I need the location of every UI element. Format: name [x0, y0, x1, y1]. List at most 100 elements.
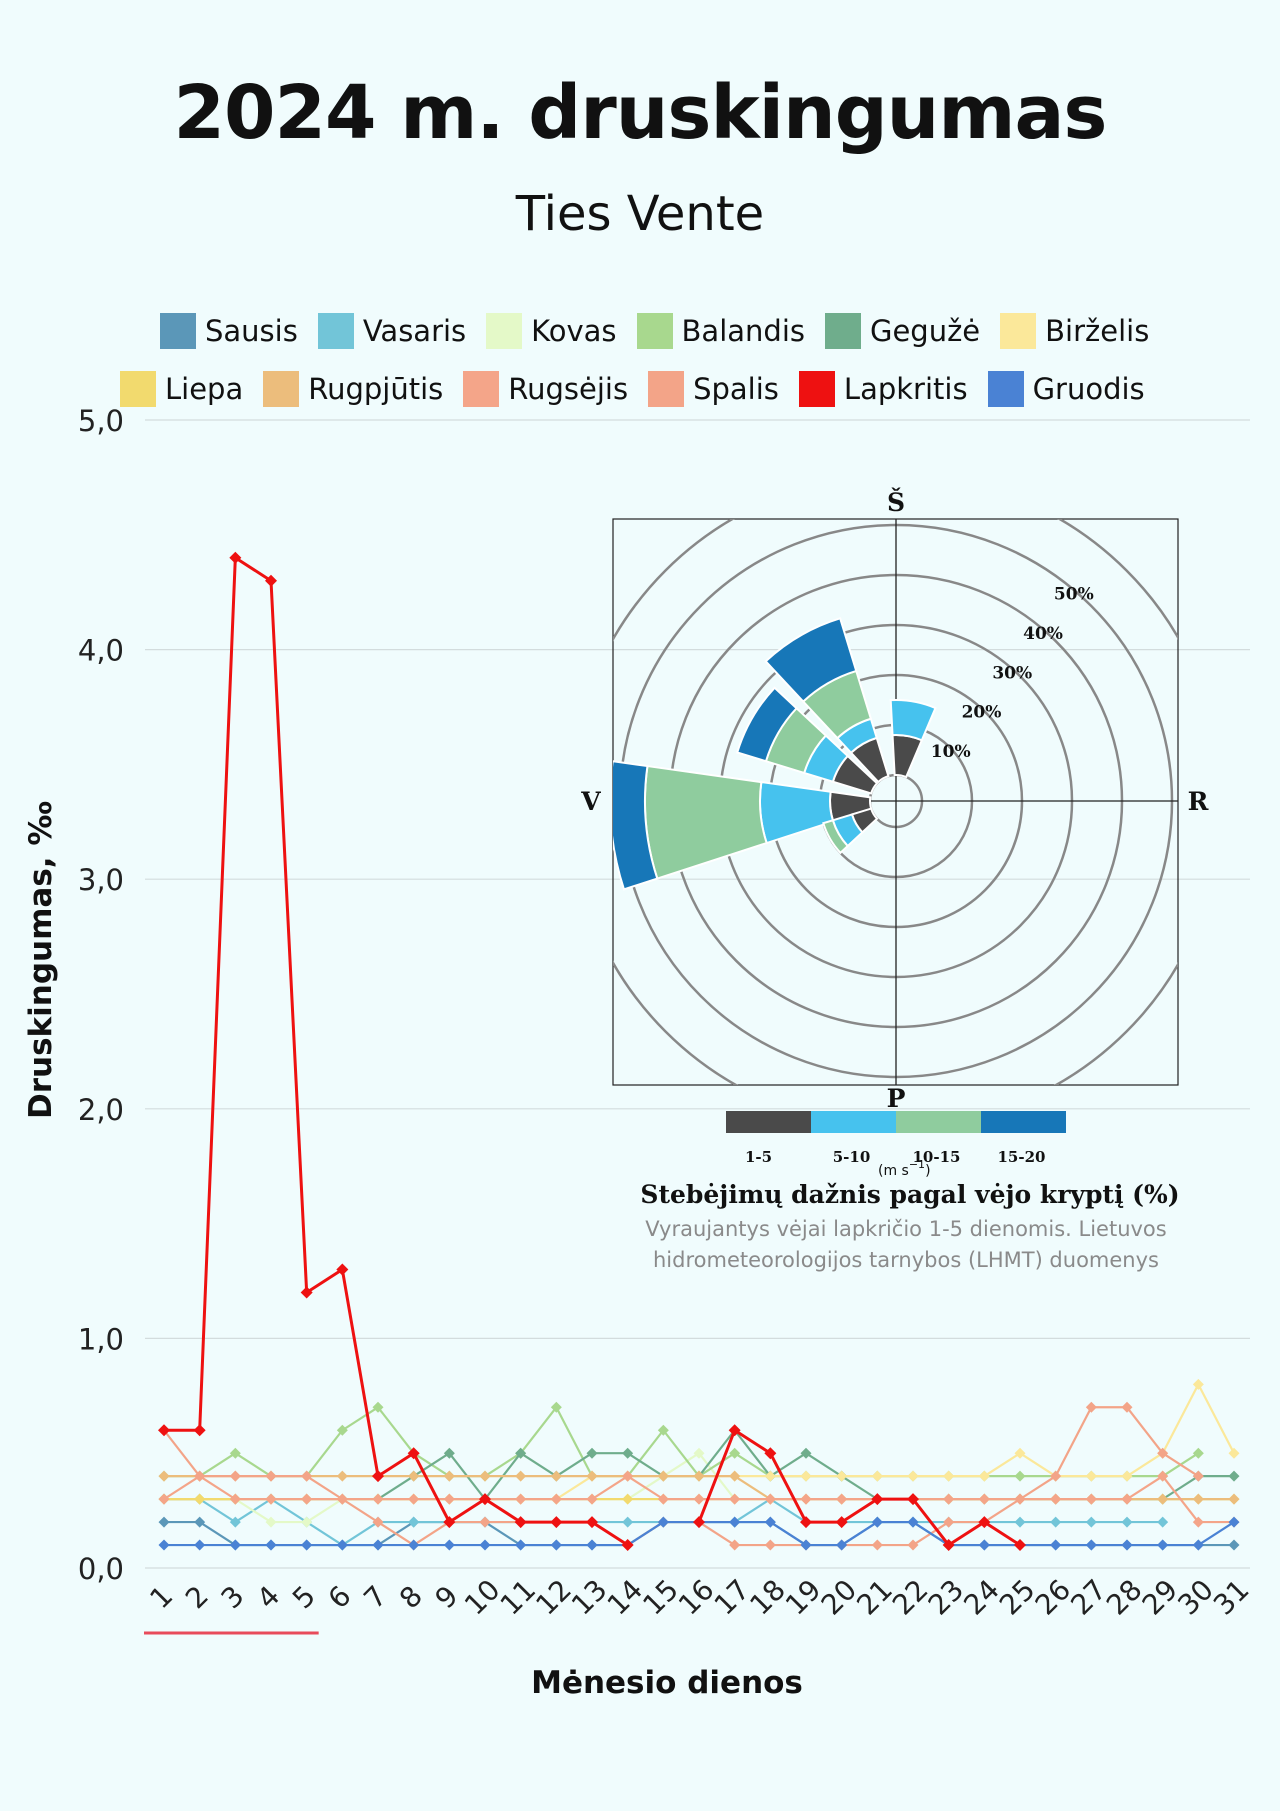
data-point — [729, 1516, 741, 1528]
legend-item: Balandis — [636, 313, 805, 349]
data-point — [729, 1539, 741, 1551]
data-point — [978, 1516, 991, 1529]
data-point — [443, 1447, 455, 1459]
legend-label: Kovas — [531, 314, 617, 348]
data-point — [194, 1470, 206, 1482]
data-point — [301, 1470, 313, 1482]
legend-swatch — [463, 371, 500, 407]
data-point — [871, 1516, 883, 1528]
data-point — [1228, 1447, 1240, 1459]
data-point — [265, 1516, 277, 1528]
data-point — [1228, 1539, 1240, 1551]
legend-item: Birželis — [1000, 313, 1149, 349]
data-point — [514, 1516, 527, 1529]
data-point — [336, 1470, 348, 1482]
data-point — [871, 1539, 883, 1551]
data-point — [372, 1470, 384, 1483]
data-point — [1121, 1470, 1133, 1482]
legend-label: Gruodis — [1032, 372, 1145, 406]
unit-main: (m s — [878, 1163, 909, 1179]
legend-label: Spalis — [693, 372, 779, 406]
rose-wedge — [764, 617, 858, 703]
legend-label: Rugpjūtis — [308, 372, 444, 406]
legend-item: Spalis — [648, 371, 779, 407]
data-point — [586, 1516, 598, 1529]
data-point — [550, 1470, 562, 1482]
data-point — [836, 1493, 848, 1505]
legend-item: Kovas — [486, 313, 617, 349]
data-point — [1050, 1470, 1062, 1482]
data-point — [194, 1516, 206, 1528]
data-point — [193, 1424, 206, 1437]
series-10 — [158, 551, 1026, 1552]
data-point — [158, 1470, 170, 1482]
legend-swatch — [648, 371, 685, 407]
data-point — [1085, 1516, 1097, 1528]
x-tick-label: 6 — [322, 1579, 358, 1615]
direction-north: Š — [887, 488, 905, 517]
legend-label: Balandis — [681, 314, 805, 348]
data-point — [1192, 1516, 1204, 1528]
ring-label: 30% — [992, 663, 1032, 683]
data-point — [800, 1447, 812, 1459]
data-point — [1192, 1378, 1204, 1390]
data-point — [515, 1493, 527, 1505]
legend-label: Vasaris — [362, 314, 467, 348]
rose-wedge — [613, 760, 659, 891]
data-point — [515, 1470, 527, 1482]
legend-label: Liepa — [165, 372, 244, 406]
data-point — [943, 1470, 955, 1482]
data-point — [978, 1539, 990, 1551]
wind-rose-plot — [613, 519, 1178, 1085]
data-point — [764, 1493, 776, 1505]
data-point — [407, 1447, 420, 1460]
legend-item: Sausis — [160, 313, 298, 349]
unit-label: (m s−1) — [878, 1158, 931, 1179]
data-point — [693, 1493, 705, 1505]
legend-swatch — [317, 313, 354, 349]
data-point — [229, 1516, 241, 1528]
wind-rose-title: Stebėjimų dažnis pagal vėjo kryptį (%) — [640, 1180, 1179, 1209]
data-point — [372, 1516, 384, 1528]
data-point — [800, 1493, 812, 1505]
data-point — [1121, 1516, 1133, 1528]
y-tick-label: 3,0 — [78, 863, 124, 897]
legend-swatch — [263, 371, 300, 407]
legend-label: Birželis — [1045, 314, 1150, 348]
y-tick-label: 1,0 — [78, 1322, 124, 1356]
x-tick-label: 7 — [357, 1579, 393, 1615]
data-point — [1121, 1493, 1133, 1505]
data-point — [871, 1493, 884, 1506]
data-point — [443, 1539, 455, 1551]
page-subtitle: Ties Vente — [515, 186, 765, 242]
series-line — [164, 556, 629, 1547]
rose-wedge — [736, 686, 798, 763]
data-point — [622, 1470, 634, 1482]
data-point — [550, 1539, 562, 1551]
data-point — [372, 1401, 384, 1413]
data-point — [229, 1493, 241, 1505]
ring-label: 20% — [962, 703, 1002, 723]
legend-item: Lapkritis — [798, 371, 968, 407]
data-point — [657, 1424, 669, 1436]
data-point — [693, 1447, 705, 1459]
data-point — [301, 1539, 313, 1551]
legend-row: Sausis Vasaris Kovas Balandis Gegužė Birželis — [160, 302, 1260, 360]
legend-label: Sausis — [205, 314, 298, 348]
data-point — [229, 1539, 241, 1551]
data-point — [336, 1539, 348, 1551]
data-point — [1050, 1493, 1062, 1505]
series-4 — [158, 1424, 1240, 1505]
data-point — [443, 1516, 456, 1529]
data-point — [1157, 1470, 1169, 1482]
rose-wedge — [644, 764, 768, 880]
data-point — [550, 1401, 562, 1413]
data-point — [978, 1493, 990, 1505]
data-point — [622, 1516, 634, 1528]
data-point — [586, 1539, 598, 1551]
wind-rose: 10% 20% 30% 40% 50% Š P V R 1-5 5-10 10-15 15-20 (m s… — [580, 488, 1208, 1272]
data-point — [550, 1493, 562, 1505]
data-point — [693, 1470, 705, 1482]
data-point — [515, 1539, 527, 1551]
data-point — [1157, 1516, 1169, 1528]
